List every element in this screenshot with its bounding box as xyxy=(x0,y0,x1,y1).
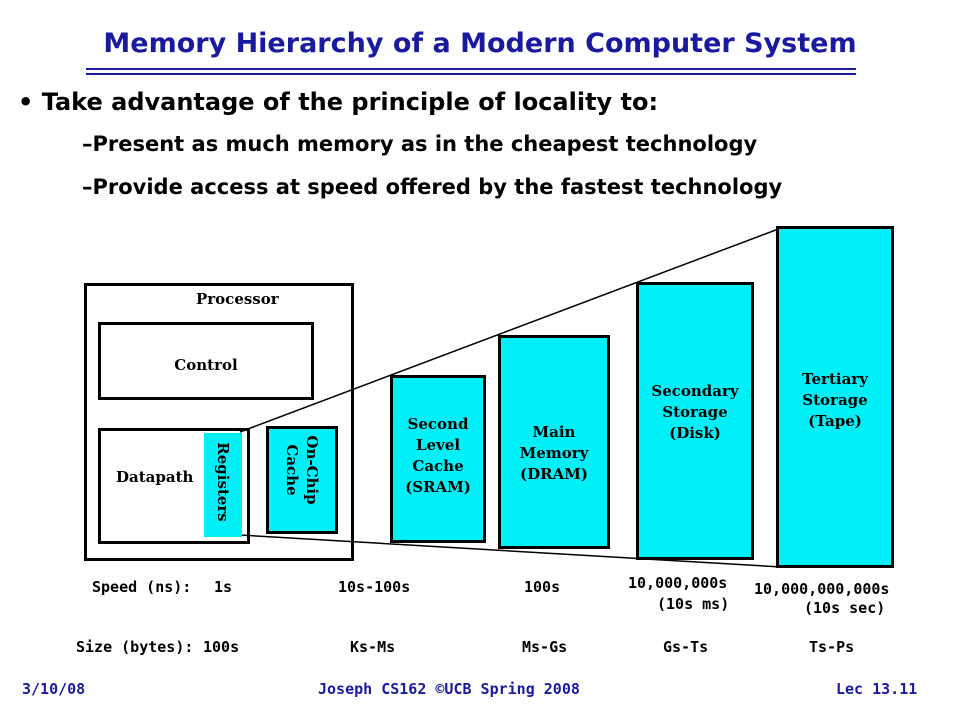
second-line-4: (SRAM) xyxy=(405,478,471,496)
secondary-line-3: (Disk) xyxy=(669,424,721,442)
second-level-cache-label: Second Level Cache (SRAM) xyxy=(393,414,483,498)
bullet-main: • Take advantage of the principle of loc… xyxy=(18,88,659,116)
datapath-label: Datapath xyxy=(116,468,194,486)
bullet-sub-1: –Present as much memory as in the cheape… xyxy=(82,132,758,156)
secondary-line-2: Storage xyxy=(662,403,728,421)
processor-box xyxy=(84,283,354,561)
onchip-cache-line-2: Cache xyxy=(283,444,301,496)
size-disk: Gs-Ts xyxy=(663,638,709,656)
onchip-cache-box: On-Chip Cache xyxy=(266,426,338,534)
bullet-sub-2: –Provide access at speed offered by the … xyxy=(82,175,783,199)
main-memory-line-3: (DRAM) xyxy=(520,465,588,483)
tertiary-line-3: (Tape) xyxy=(808,412,862,430)
speed-registers: 1s xyxy=(214,578,233,596)
second-line-1: Second xyxy=(407,415,469,433)
size-main-memory: Ms-Gs xyxy=(522,638,568,656)
slide-title: Memory Hierarchy of a Modern Computer Sy… xyxy=(103,28,857,59)
onchip-cache-label: On-Chip Cache xyxy=(282,410,322,530)
speed-disk-note: (10s ms) xyxy=(657,595,730,613)
onchip-cache-line-1: On-Chip xyxy=(303,435,321,505)
processor-label: Processor xyxy=(196,290,279,308)
registers-box: Registers xyxy=(204,433,242,537)
main-memory-line-1: Main xyxy=(532,423,576,441)
main-memory-line-2: Memory xyxy=(519,444,589,462)
second-line-2: Level xyxy=(415,436,461,454)
speed-disk: 10,000,000s xyxy=(628,574,728,592)
tertiary-storage-label: Tertiary Storage (Tape) xyxy=(779,369,891,432)
tertiary-line-2: Storage xyxy=(802,391,868,409)
secondary-storage-label: Secondary Storage (Disk) xyxy=(639,381,751,444)
speed-cache: 10s-100s xyxy=(338,578,411,596)
footer-course: Joseph CS162 ©UCB Spring 2008 xyxy=(318,680,580,698)
footer-lecture: Lec 13.11 xyxy=(836,680,918,698)
main-memory-box: Main Memory (DRAM) xyxy=(498,335,610,549)
size-cache: Ks-Ms xyxy=(350,638,396,656)
size-tape: Ts-Ps xyxy=(809,638,855,656)
size-label: Size (bytes): xyxy=(76,638,194,656)
second-level-cache-box: Second Level Cache (SRAM) xyxy=(390,375,486,543)
registers-label: Registers xyxy=(214,442,232,522)
tertiary-storage-box: Tertiary Storage (Tape) xyxy=(776,226,894,568)
speed-tape: 10,000,000,000s xyxy=(754,580,890,598)
lower-expansion-line xyxy=(239,534,782,568)
control-label: Control xyxy=(174,356,238,374)
main-memory-label: Main Memory (DRAM) xyxy=(501,422,607,485)
secondary-storage-box: Secondary Storage (Disk) xyxy=(636,282,754,560)
bullet-main-text: Take advantage of the principle of local… xyxy=(41,88,659,116)
tertiary-line-1: Tertiary xyxy=(802,370,868,388)
speed-tape-note: (10s sec) xyxy=(804,599,886,617)
speed-label: Speed (ns): xyxy=(92,578,192,596)
datapath-box xyxy=(98,428,250,544)
footer-date: 3/10/08 xyxy=(22,680,86,698)
upper-expansion-line xyxy=(239,227,782,433)
title-rule-top xyxy=(86,68,856,70)
secondary-line-1: Secondary xyxy=(651,382,739,400)
control-box: Control xyxy=(98,322,314,400)
title-rule-bottom xyxy=(86,73,856,75)
size-registers: 100s xyxy=(203,638,240,656)
second-line-3: Cache xyxy=(412,457,464,475)
speed-main-memory: 100s xyxy=(524,578,561,596)
